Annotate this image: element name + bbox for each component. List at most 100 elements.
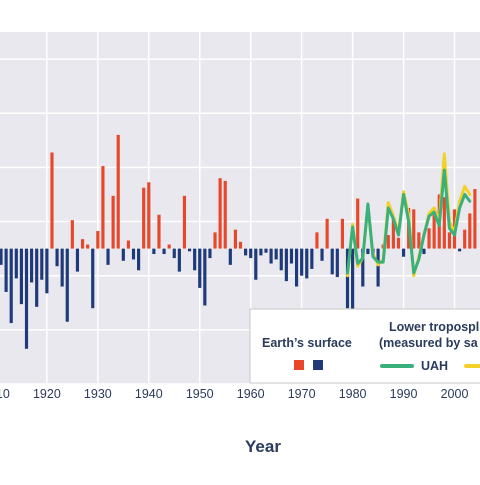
- surface-bar: [223, 180, 227, 249]
- surface-bar: [80, 239, 85, 249]
- x-tick-label: 1930: [84, 387, 112, 401]
- surface-bar: [4, 248, 8, 292]
- surface-bar: [106, 248, 110, 265]
- surface-bar: [187, 248, 192, 252]
- legend-cool-swatch: [313, 360, 323, 370]
- surface-bar: [75, 248, 80, 272]
- surface-bar: [315, 232, 319, 249]
- uah-series-line: [346, 168, 472, 275]
- surface-bar: [463, 229, 467, 249]
- surface-bar: [167, 244, 171, 249]
- surface-bar: [432, 208, 436, 249]
- surface-bar: [233, 229, 237, 249]
- surface-bar: [320, 248, 324, 261]
- surface-bar: [468, 213, 472, 249]
- x-tick-label: 1910: [0, 387, 10, 401]
- surface-bar: [126, 240, 130, 249]
- surface-bar: [152, 248, 156, 255]
- surface-bar: [417, 232, 421, 249]
- surface-bar: [366, 248, 370, 255]
- surface-bar: [401, 248, 406, 257]
- x-tick-label: 1920: [33, 387, 61, 401]
- legend-surface-title: Earth’s surface: [262, 336, 352, 350]
- surface-bar: [345, 248, 350, 309]
- surface-bar: [458, 248, 462, 252]
- surface-bar: [30, 248, 34, 283]
- surface-bar: [274, 248, 278, 260]
- surface-bar: [269, 248, 273, 264]
- surface-bar: [473, 189, 477, 249]
- surface-bar: [147, 182, 151, 249]
- surface-bar: [177, 248, 181, 272]
- surface-bar: [361, 248, 365, 287]
- surface-bar: [182, 195, 187, 249]
- surface-bar: [396, 237, 401, 249]
- surface-bar: [259, 248, 263, 256]
- surface-bar: [116, 134, 120, 249]
- surface-bar: [131, 248, 136, 260]
- surface-bar: [162, 248, 166, 255]
- surface-bar: [101, 166, 105, 249]
- surface-bar: [55, 248, 59, 267]
- surface-bar: [294, 248, 299, 287]
- surface-bar: [111, 195, 115, 249]
- surface-bar: [121, 248, 125, 261]
- x-tick-label: 1970: [288, 387, 316, 401]
- surface-bar: [325, 218, 329, 249]
- surface-bar: [0, 248, 3, 265]
- surface-bar: [9, 248, 13, 324]
- x-tick-label: 1950: [186, 387, 214, 401]
- surface-bar: [279, 248, 283, 271]
- surface-bar: [157, 214, 161, 249]
- surface-bar: [91, 248, 95, 309]
- surface-bar: [172, 248, 176, 259]
- surface-bar: [193, 248, 197, 271]
- x-tick-label: 2000: [441, 387, 469, 401]
- surface-bar: [289, 248, 294, 264]
- legend-box: [249, 308, 480, 384]
- surface-bar: [310, 248, 314, 269]
- x-tick-label: 1980: [339, 387, 367, 401]
- surface-bar: [356, 198, 360, 249]
- surface-bar: [208, 248, 212, 259]
- surface-bar: [422, 248, 426, 255]
- surface-bar: [137, 248, 141, 271]
- surface-bar: [249, 248, 253, 259]
- surface-bar: [218, 178, 222, 249]
- surface-bar: [412, 209, 416, 249]
- x-tick-labels: 1910 1920 1930 1940 1950 1960 1970 1980 1990 2000: [0, 387, 468, 401]
- surface-bar: [284, 248, 288, 282]
- surface-bar: [442, 197, 446, 249]
- legend-troposphere-subtitle: (measured by sa: [379, 336, 479, 350]
- satellite-lines: [346, 152, 472, 278]
- surface-bar: [142, 187, 146, 249]
- surface-bar: [228, 248, 232, 265]
- surface-bar: [198, 248, 202, 288]
- surface-bar: [264, 248, 268, 253]
- surface-bar: [447, 232, 452, 249]
- x-tick-label: 1990: [390, 387, 418, 401]
- surface-bar: [50, 152, 54, 249]
- legend: Earth’s surface Lower tropospl (measured…: [249, 308, 480, 384]
- surface-bar: [427, 228, 431, 249]
- surface-bar: [65, 248, 69, 322]
- surface-bar: [300, 248, 304, 276]
- legend-warm-swatch: [294, 360, 304, 370]
- surface-bar: [391, 216, 395, 249]
- surface-bar: [45, 248, 49, 294]
- surface-bar: [35, 248, 39, 307]
- legend-uah-label: UAH: [421, 359, 448, 373]
- surface-bar: [86, 244, 90, 249]
- surface-bar: [340, 218, 344, 249]
- surface-bar: [96, 231, 100, 249]
- surface-bar: [238, 241, 243, 249]
- x-tick-label: 1960: [237, 387, 265, 401]
- surface-bar: [386, 235, 390, 249]
- surface-bar: [19, 248, 23, 305]
- surface-bar: [376, 248, 380, 287]
- x-tick-label: 1940: [135, 387, 163, 401]
- surface-bar: [254, 248, 258, 280]
- surface-bar: [203, 248, 207, 306]
